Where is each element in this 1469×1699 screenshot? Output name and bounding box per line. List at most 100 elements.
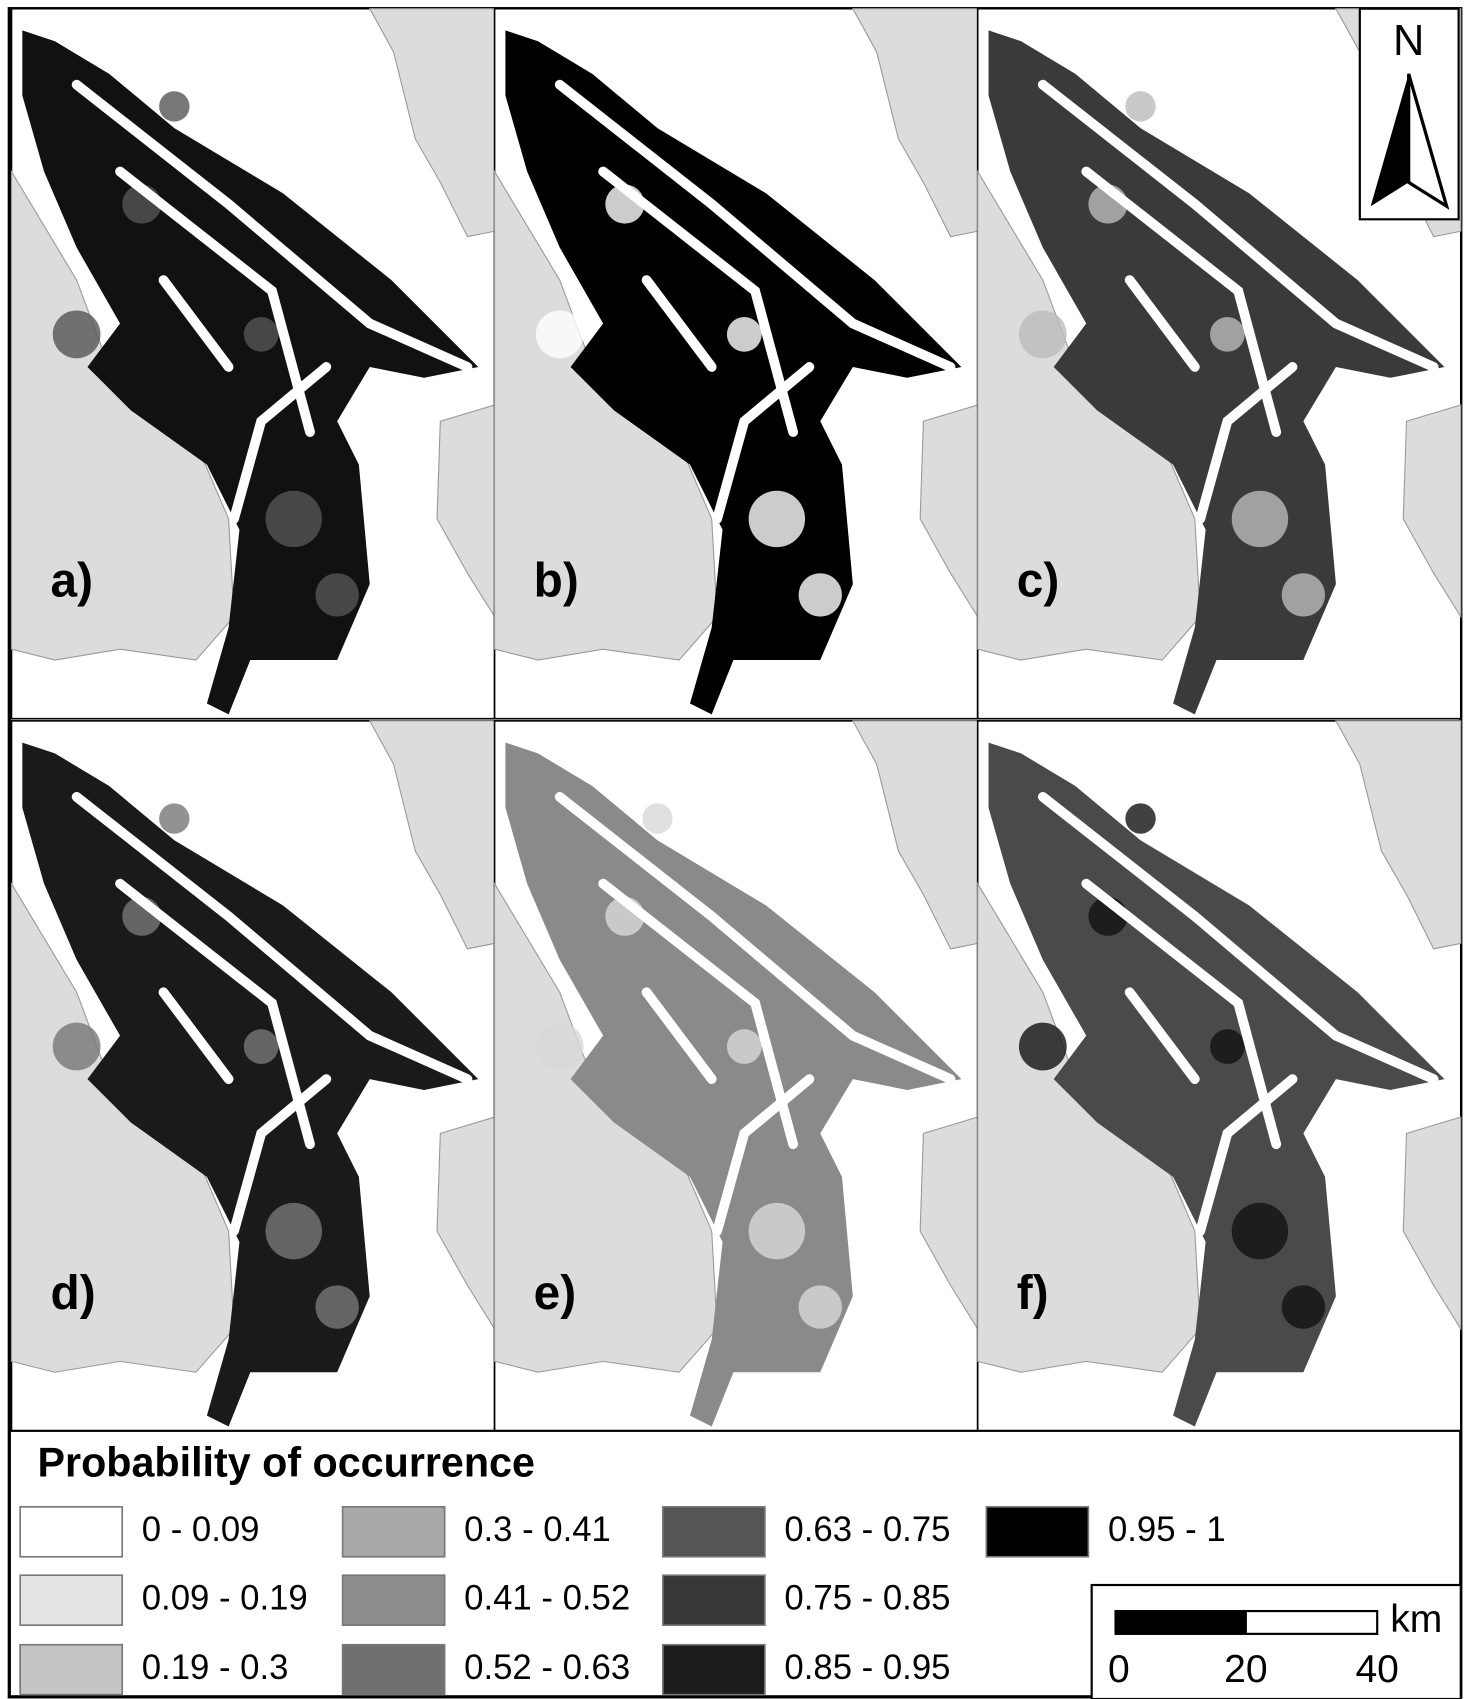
legend: Probability of occurrence 0 - 0.09 0.09 -… bbox=[9, 1429, 1461, 1696]
panel-label: b) bbox=[534, 555, 579, 608]
legend-swatch bbox=[662, 1506, 766, 1558]
texture-spot bbox=[1125, 803, 1156, 834]
panels: a) b) c) d) e) f) bbox=[10, 7, 1462, 1432]
texture-spot bbox=[748, 490, 806, 548]
scale-segment bbox=[1114, 1609, 1247, 1635]
legend-swatch bbox=[662, 1643, 766, 1696]
channel bbox=[71, 79, 473, 372]
texture-spot bbox=[1125, 91, 1156, 122]
panel-label: f) bbox=[1017, 1267, 1049, 1320]
texture-spot bbox=[243, 1029, 279, 1064]
channel bbox=[1124, 275, 1200, 372]
map-panel: d) bbox=[10, 720, 496, 1432]
scale-segment bbox=[1244, 1609, 1379, 1635]
legend-label: 0.3 - 0.41 bbox=[464, 1511, 611, 1549]
channel bbox=[158, 987, 234, 1084]
texture-spot bbox=[159, 91, 190, 122]
channel bbox=[229, 362, 332, 524]
texture-spot bbox=[642, 91, 673, 122]
texture-spot bbox=[535, 310, 584, 359]
panel-label: e) bbox=[534, 1267, 576, 1320]
legend-label: 0 - 0.09 bbox=[142, 1511, 260, 1549]
texture-spot bbox=[1231, 1202, 1289, 1260]
channel bbox=[554, 79, 956, 372]
legend-label: 0.75 - 0.85 bbox=[784, 1579, 950, 1617]
texture-spot bbox=[748, 1202, 806, 1260]
land bbox=[436, 1116, 496, 1331]
texture-spot bbox=[642, 803, 673, 834]
channel bbox=[641, 987, 717, 1084]
legend-label: 0.52 - 0.63 bbox=[464, 1649, 630, 1687]
legend-swatch bbox=[19, 1574, 124, 1626]
legend-label: 0.95 - 1 bbox=[1108, 1511, 1226, 1549]
legend-swatch bbox=[341, 1643, 446, 1696]
scale-box bbox=[1090, 1583, 1462, 1699]
legend-label: 0.63 - 0.75 bbox=[784, 1511, 950, 1549]
land bbox=[1402, 404, 1462, 619]
texture-spot bbox=[726, 317, 762, 352]
scale-unit: km bbox=[1390, 1598, 1442, 1641]
texture-spot bbox=[535, 1022, 584, 1071]
channel bbox=[641, 275, 717, 372]
land bbox=[1402, 1116, 1462, 1331]
texture-spot bbox=[265, 490, 322, 548]
channel bbox=[1124, 987, 1200, 1084]
channel bbox=[71, 791, 473, 1084]
scale-bar: km 0 20 40 bbox=[1090, 1583, 1462, 1699]
panel-label: a) bbox=[51, 555, 93, 608]
legend-title: Probability of occurrence bbox=[38, 1439, 535, 1485]
land bbox=[919, 1116, 979, 1331]
legend-swatch bbox=[985, 1506, 1090, 1558]
texture-spot bbox=[1210, 1029, 1245, 1064]
channel bbox=[158, 275, 234, 372]
texture-spot bbox=[798, 1285, 842, 1329]
land bbox=[1335, 720, 1462, 950]
texture-spot bbox=[1281, 573, 1326, 617]
map-panel: e) bbox=[493, 720, 979, 1432]
texture-spot bbox=[798, 573, 842, 617]
texture-spot bbox=[52, 1022, 101, 1071]
legend-label: 0.19 - 0.3 bbox=[142, 1649, 289, 1687]
scale-label: 20 bbox=[1224, 1648, 1267, 1691]
north-label: N bbox=[1393, 17, 1424, 65]
legend-swatch bbox=[341, 1506, 446, 1558]
texture-spot bbox=[315, 1285, 359, 1329]
legend-label: 0.41 - 0.52 bbox=[464, 1579, 630, 1617]
arrow-right bbox=[1407, 73, 1450, 210]
map-panel: b) bbox=[493, 7, 979, 720]
texture-spot bbox=[1018, 1022, 1067, 1071]
channel bbox=[712, 362, 815, 524]
channel bbox=[712, 1074, 815, 1236]
legend-swatch bbox=[662, 1574, 766, 1626]
panel-label: c) bbox=[1017, 555, 1059, 608]
map-panel: a) bbox=[10, 7, 496, 720]
legend-swatch bbox=[19, 1643, 124, 1696]
channel bbox=[1037, 791, 1439, 1084]
panel-label: d) bbox=[51, 1267, 96, 1320]
channel bbox=[1195, 362, 1298, 524]
channel bbox=[1037, 79, 1439, 372]
texture-spot bbox=[726, 1029, 762, 1064]
channel bbox=[554, 791, 956, 1084]
channel bbox=[229, 1074, 332, 1236]
texture-spot bbox=[315, 573, 359, 617]
texture-spot bbox=[159, 803, 190, 834]
land bbox=[436, 404, 496, 619]
legend-swatch bbox=[341, 1574, 446, 1626]
channel bbox=[1195, 1074, 1298, 1236]
texture-spot bbox=[1231, 490, 1289, 548]
legend-swatch bbox=[19, 1506, 124, 1558]
scale-label: 40 bbox=[1355, 1648, 1398, 1691]
north-arrow: N bbox=[1358, 7, 1460, 221]
texture-spot bbox=[1210, 317, 1245, 352]
texture-spot bbox=[265, 1202, 322, 1260]
legend-label: 0.85 - 0.95 bbox=[784, 1649, 950, 1687]
texture-spot bbox=[1018, 310, 1067, 359]
land bbox=[919, 404, 979, 619]
scale-label: 0 bbox=[1108, 1648, 1130, 1691]
texture-spot bbox=[243, 317, 279, 352]
texture-spot bbox=[1281, 1285, 1326, 1329]
texture-spot bbox=[52, 310, 101, 359]
